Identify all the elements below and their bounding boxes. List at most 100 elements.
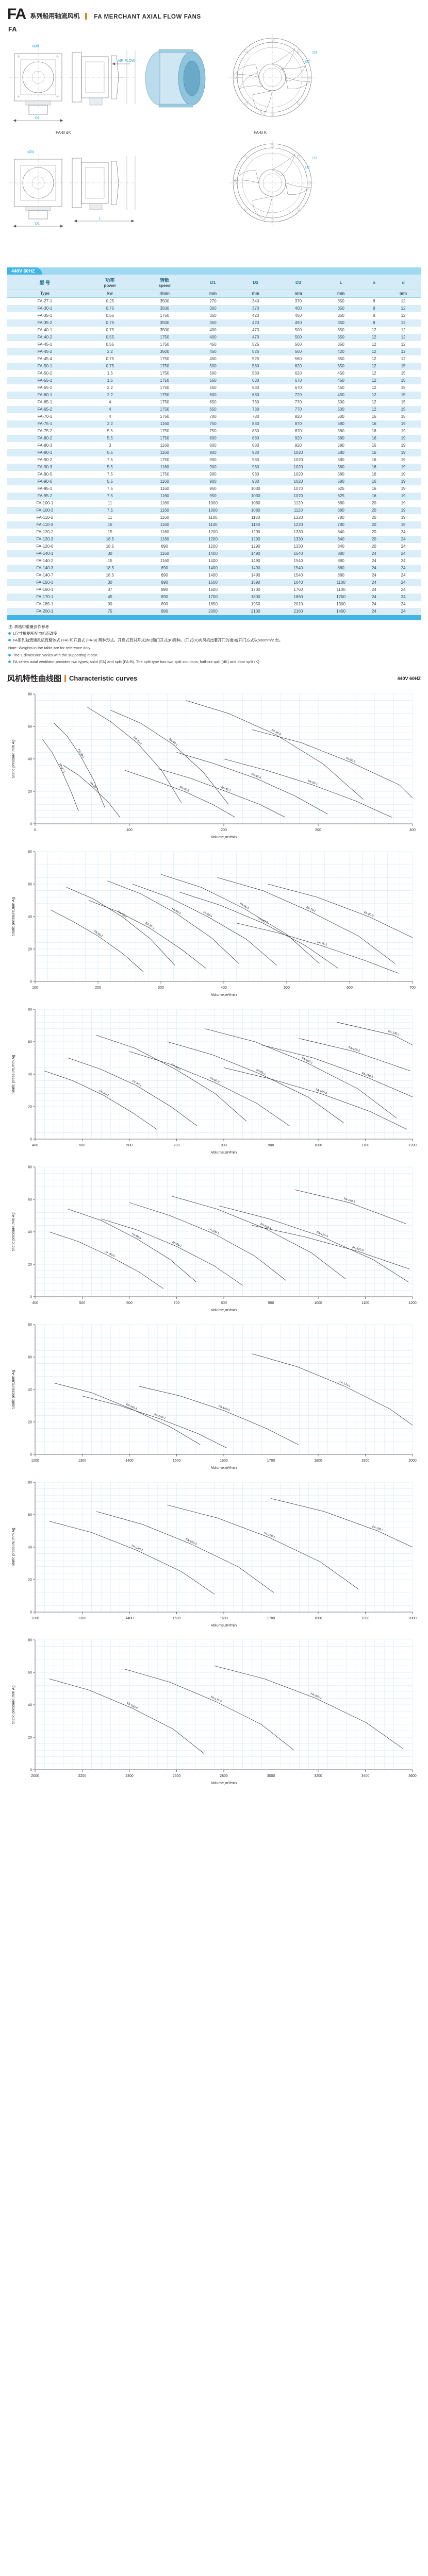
cell-value: 12	[371, 378, 376, 383]
cell-value: 680	[337, 508, 344, 513]
cell-value: 300	[209, 306, 217, 311]
cell-value: 19	[401, 429, 406, 433]
cell-value: 1800	[251, 595, 260, 599]
curve-label-FA-27-1: FA-27-1	[58, 764, 65, 774]
curve-FA-45-2	[186, 700, 364, 800]
cell-value: 11	[108, 515, 112, 520]
cell-value: 1330	[293, 544, 303, 549]
cell-value: 880	[337, 558, 344, 563]
cell-value: 1160	[160, 522, 169, 527]
cell-value: 24	[401, 558, 406, 563]
table-row: FA-120-3 18.5 1160 1200 1290 1330 840 20 24	[7, 535, 421, 543]
cell-value: 980	[252, 472, 259, 477]
curve-label-FA-100-1: FA-100-1	[301, 1057, 313, 1065]
page-title-en: FA MERCHANT AXIAL FLOW FANS	[94, 14, 201, 20]
cell-value: 525	[252, 349, 259, 354]
cell-value: 370	[294, 299, 302, 303]
cell-value: 1160	[160, 486, 169, 491]
svg-text:1600: 1600	[220, 1617, 228, 1620]
cell-value: 1400	[208, 566, 218, 570]
cell-value: 45	[107, 595, 112, 599]
curve-label-FA-55-1: FA-55-1	[144, 922, 155, 930]
table-row: FA-90-3 5.5 1160 900 980 1020 580 16 19	[7, 463, 421, 471]
cell-value: 16	[371, 457, 376, 462]
cell-value: 840	[337, 530, 344, 534]
cell-value: 670	[294, 378, 302, 383]
cell-value: 7.5	[107, 508, 113, 513]
table-row: FA-95-1 7.5 1160 950 1030 1070 625 16 19	[7, 485, 421, 493]
curve-FA-110-2	[261, 1045, 413, 1097]
svg-text:80: 80	[28, 1008, 32, 1012]
page-header: FA 系列船用轴流风机 FA MERCHANT AXIAL FLOW FANS	[0, 0, 428, 24]
cell-value: 1200	[208, 530, 218, 534]
spec-header-top: 型 号 功率 power 转数 speed D1 D2 D3 L n d	[7, 275, 421, 290]
svg-text:1200: 1200	[408, 1301, 417, 1305]
svg-text:D1: D1	[35, 116, 40, 120]
cell-value: 350	[337, 328, 344, 332]
cell-value: 1640	[293, 580, 303, 585]
cell-value: 900	[209, 479, 217, 484]
svg-text:20: 20	[28, 1579, 32, 1582]
cell-type: FA-55-1	[37, 378, 53, 383]
cell-value: 1160	[160, 508, 169, 513]
cell-value: 1490	[251, 558, 260, 563]
svg-text:20: 20	[28, 1106, 32, 1109]
curve-label-FA-90-3: FA-90-3	[209, 1077, 220, 1084]
table-row: FA-150-3 30 890 1500 1590 1640 1100 24 24	[7, 579, 421, 586]
cell-value: 1330	[293, 537, 303, 541]
cell-value: 1220	[293, 515, 303, 520]
cell-type: FA-35-1	[37, 313, 53, 318]
cell-type: FA-75-2	[37, 429, 53, 433]
cell-value: 20	[371, 515, 376, 520]
svg-text:1500: 1500	[173, 1617, 181, 1620]
svg-text:1700: 1700	[267, 1459, 275, 1463]
cell-value: 350	[209, 313, 217, 318]
note-main-en: Note: Weights in the table are for refer…	[8, 646, 91, 651]
cell-value: 550	[209, 378, 217, 383]
cell-value: 11	[108, 501, 112, 505]
svg-text:700: 700	[409, 986, 416, 990]
drawing-row-solid: nØd D1 AIR FLOW	[9, 34, 317, 135]
cell-value: 1750	[160, 378, 170, 383]
cell-value: 1160	[160, 465, 169, 469]
chart-2: 100 200 300 400 500 600 700 0 20 40 60 80 Volume,m³/…	[7, 844, 421, 999]
svg-text:500: 500	[79, 1144, 86, 1147]
cell-value: 1290	[251, 544, 260, 549]
cell-value: 20	[371, 544, 376, 549]
cell-value: 1160	[160, 501, 169, 505]
svg-text:Static pressure,mm Ag: Static pressure,mm Ag	[11, 1686, 15, 1724]
cell-value: 1100	[336, 587, 345, 592]
svg-text:0: 0	[30, 980, 32, 984]
cell-value: 350	[209, 320, 217, 325]
svg-text:D3: D3	[312, 157, 317, 160]
chart-4: 400 500 600 700 800 900 1000 1100 1200 0 20 40 60 80 V…	[7, 1160, 421, 1315]
curve-label-FA-65-1: FA-65-1	[239, 903, 249, 910]
spec-table-titlebar: 440V 60HZ	[7, 267, 421, 275]
cell-value: 920	[294, 443, 302, 448]
cell-value: 950	[209, 494, 217, 498]
cell-type: FA-90-2	[37, 457, 53, 462]
cell-value: 0.75	[106, 364, 114, 368]
cell-type: FA-90-6	[37, 479, 53, 484]
curves-title-en: Characteristic curves	[69, 674, 138, 683]
table-row: FA-40-1 0.75 3500 400 470 500 350 12 12	[7, 326, 421, 334]
cell-value: 30	[107, 551, 112, 556]
cell-value: 580	[337, 479, 344, 484]
cell-type: FA-90-3	[37, 465, 53, 469]
curve-label-FA-80-3: FA-80-3	[98, 1090, 109, 1097]
cell-value: 16	[371, 436, 376, 440]
cell-type: FA-40-2	[37, 335, 53, 340]
cell-value: 24	[401, 566, 406, 570]
cell-value: 890	[161, 544, 168, 549]
table-row: FA-55-1 1.5 1750 550 630 670 450 12 15	[7, 377, 421, 384]
cell-value: 12	[371, 349, 376, 354]
cell-value: 16	[371, 429, 376, 433]
cell-value: 580	[252, 371, 259, 376]
curve-FA-35-1	[63, 765, 121, 818]
table-row: FA-70-1 4 1750 700 780 820 500 16 15	[7, 413, 421, 420]
cell-type: FA-27-1	[37, 299, 53, 303]
curve-FA-90-3	[129, 1051, 290, 1127]
svg-text:60: 60	[28, 1041, 32, 1044]
cell-value: 0.75	[106, 320, 114, 325]
curve-label-FA-35-2: FA-35-2	[133, 736, 142, 745]
